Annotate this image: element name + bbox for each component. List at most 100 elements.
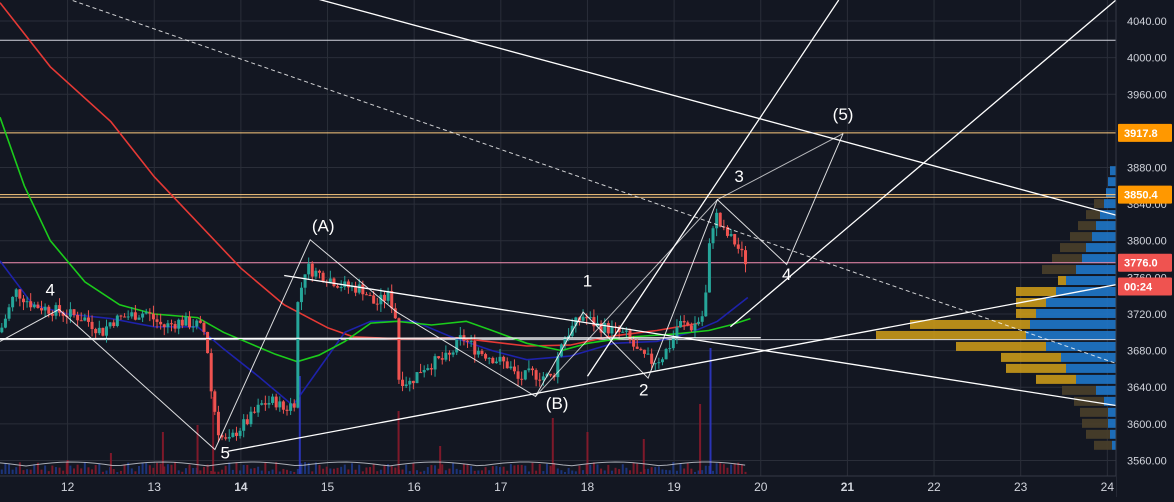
candle-body — [224, 437, 228, 439]
candle-body — [527, 368, 531, 371]
volume-bar — [650, 467, 653, 474]
volume-bar — [73, 468, 76, 474]
volume-bar — [36, 462, 39, 474]
price-badge-label: 3776.0 — [1124, 258, 1158, 270]
candle-body — [321, 272, 325, 282]
profile-bar-down — [910, 319, 1030, 329]
candle-body — [68, 309, 72, 317]
candle-body — [339, 286, 343, 288]
volume-bar — [26, 469, 29, 474]
candle-body — [253, 411, 257, 413]
candle-body — [40, 308, 44, 311]
volume-bar — [434, 465, 437, 474]
volume-bar — [15, 467, 18, 474]
candle-body — [404, 384, 408, 387]
trend-line — [318, 0, 1116, 216]
wave-label: 5 — [221, 444, 230, 463]
wave-annotations: 4 5 (A) (B) 1 2 3 4 (5) — [0, 105, 853, 463]
volume-bar — [170, 464, 173, 474]
volume-bar — [242, 464, 245, 474]
candle-body — [97, 327, 101, 334]
volume-bar — [343, 464, 346, 474]
volume-bar — [188, 464, 191, 474]
candle-body — [137, 317, 141, 320]
volume-bar — [535, 470, 538, 474]
volume-bar — [80, 468, 83, 474]
volume-bar — [542, 471, 545, 474]
candle-body — [650, 353, 654, 364]
candle-body — [491, 357, 495, 364]
profile-bar-dark — [1060, 243, 1086, 253]
volume-bar — [477, 470, 480, 474]
profile-bar-dark — [1042, 265, 1076, 275]
volume-bar — [679, 463, 682, 474]
y-tick-label: 3600.00 — [1127, 419, 1167, 431]
volume-spike — [196, 425, 199, 474]
volume-bar — [0, 469, 3, 474]
profile-bar-up — [1096, 221, 1116, 231]
candle-body — [144, 312, 148, 314]
candle-body — [184, 316, 188, 326]
volume-bar — [322, 468, 325, 474]
volume-bar — [318, 464, 321, 474]
volume-bar — [473, 470, 476, 474]
volume-bar — [4, 463, 7, 474]
candle-body — [689, 325, 693, 331]
moving-average-line — [0, 260, 749, 407]
profile-bar-up — [1104, 396, 1116, 406]
candle-body — [101, 327, 105, 336]
candle-body — [635, 346, 639, 349]
profile-bar-up — [1026, 330, 1116, 340]
profile-bar-up — [1086, 243, 1116, 253]
profile-bar-up — [1096, 385, 1116, 395]
candle-body — [0, 327, 4, 333]
candle-body — [202, 322, 206, 332]
candle-body — [480, 350, 484, 355]
candle-body — [697, 321, 701, 324]
volume-bar — [618, 469, 621, 474]
candle-body — [303, 274, 307, 288]
volume-bar — [499, 466, 502, 474]
candle-body — [296, 302, 300, 408]
candle-body — [679, 321, 683, 328]
profile-bar-up — [1061, 352, 1116, 362]
volume-bar — [141, 462, 144, 474]
volume-bar — [527, 471, 530, 474]
profile-bar-up — [1046, 341, 1116, 351]
volume-bar — [744, 471, 747, 474]
volume-bar — [221, 469, 224, 474]
volume-bar — [130, 468, 133, 474]
volume-bar — [578, 465, 581, 474]
candle-body — [21, 298, 25, 303]
grid-lines — [0, 0, 1116, 476]
volume-spike — [699, 404, 702, 474]
profile-bar-down — [956, 341, 1046, 351]
volume-spike — [161, 432, 164, 474]
candle-body — [711, 228, 715, 244]
volume-bar — [708, 465, 711, 474]
volume-bar — [408, 471, 411, 474]
volume-bar — [665, 469, 668, 474]
candle-body — [603, 323, 607, 333]
trend-lines[interactable] — [0, 0, 1116, 452]
wave-label: 3 — [734, 167, 743, 186]
profile-bar-up — [1108, 418, 1116, 428]
volume-bar — [311, 471, 314, 474]
volume-bar — [62, 470, 65, 474]
candle-body — [455, 339, 459, 353]
volume-bar — [387, 464, 390, 474]
candle-body — [458, 335, 462, 340]
price-badge-label: 00:24 — [1124, 282, 1153, 294]
candle-body — [234, 432, 238, 436]
volume-bar — [174, 462, 177, 474]
price-badge — [1118, 277, 1172, 296]
volume-bar — [202, 466, 205, 474]
candle-body — [216, 411, 220, 436]
volume-bar — [690, 468, 693, 474]
volume-bar — [282, 468, 285, 474]
x-tick-label: 19 — [667, 480, 681, 494]
candle-body — [328, 278, 332, 283]
volume-bar — [715, 463, 718, 474]
volume-bar — [166, 464, 169, 474]
